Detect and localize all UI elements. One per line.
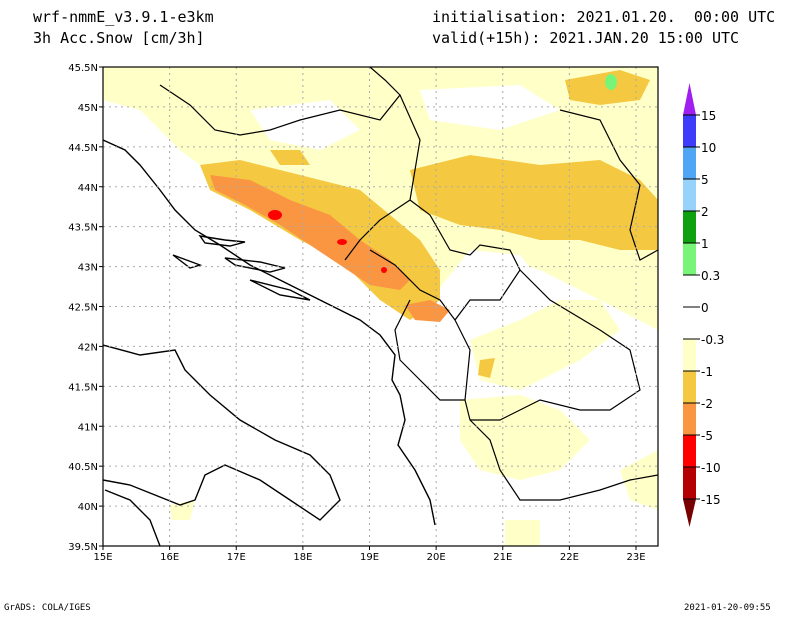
lat-tick-label: 41N [78,422,98,433]
lon-tick-label: 19E [360,552,379,563]
colorbar-label: 0 [701,301,709,315]
lat-tick-label: 40.5N [68,462,98,473]
lat-tick-label: 40N [78,502,98,513]
colorbar-label: 10 [701,141,716,155]
snow-level-heavy [210,175,450,322]
lon-tick-label: 17E [227,552,246,563]
lon-tick-label: 15E [93,552,112,563]
colorbar-segment [683,275,696,307]
colorbar-label: 5 [701,173,709,187]
lat-tick-label: 41.5N [68,382,98,393]
lat-tick-label: 44.5N [68,143,98,154]
colorbar: 15 10 5 2 1 0.3 0 -0.3 -1 -2 -5 -10 -15 [683,83,724,527]
valid-time: valid(+15h): 2021.JAN.20 15:00 UTC [432,29,740,47]
lat-tick-label: 45N [78,103,98,114]
footer-timestamp: 2021-01-20-09:55 [684,603,771,613]
colorbar-segment [683,211,696,243]
colorbar-top-arrow [683,83,696,115]
footer-credit: GrADS: COLA/IGES [4,603,91,613]
colorbar-segment [683,307,696,339]
colorbar-segment [683,339,696,371]
lat-tick-label: 42.5N [68,303,98,314]
colorbar-label: 0.3 [701,269,720,283]
country-borders [159,67,658,501]
colorbar-bottom-arrow [683,499,696,527]
lat-tick-label: 45.5N [68,63,98,74]
lat-tick-label: 43N [78,263,98,274]
lon-tick-label: 22E [560,552,579,563]
lon-tick-label: 21E [493,552,512,563]
coastlines [103,139,436,546]
variable-title: 3h Acc.Snow [cm/3h] [33,29,205,47]
colorbar-segment [683,435,696,467]
colorbar-segment [683,403,696,435]
lat-tick-label: 44N [78,183,98,194]
colorbar-label: 2 [701,205,709,219]
colorbar-segment [683,147,696,179]
colorbar-segment [683,243,696,275]
colorbar-segment [683,371,696,403]
colorbar-segment [683,467,696,499]
no-snow-gaps [250,85,560,310]
initialisation-time: initialisation: 2021.01.20. 00:00 UTC [432,8,776,26]
model-title: wrf-nmmE_v3.9.1-e3km [33,8,214,26]
lon-tick-label: 18E [293,552,312,563]
colorbar-segment [683,179,696,211]
lat-tick-label: 39.5N [68,542,98,553]
colorbar-label: 1 [701,237,709,251]
axis-ticks: 15E 16E 17E 18E 19E 20E 21E 22E 23E 39.5N 40N 40.5N… [68,63,645,563]
colorbar-label: -10 [701,461,721,475]
snow-level-light [103,67,658,546]
lat-tick-label: 43.5N [68,223,98,234]
colorbar-label: -0.3 [701,333,724,347]
lat-tick-label: 42N [78,342,98,353]
snow-field [103,67,658,546]
colorbar-label: -15 [701,493,721,507]
lon-tick-label: 20E [427,552,446,563]
snow-level-very-heavy [268,210,387,273]
colorbar-segment [683,115,696,147]
colorbar-label: -1 [701,365,713,379]
colorbar-label: 15 [701,109,716,123]
colorbar-label: -2 [701,397,713,411]
lon-tick-label: 23E [626,552,645,563]
lon-tick-label: 16E [160,552,179,563]
positive-anomaly [605,74,617,90]
colorbar-label: -5 [701,429,713,443]
